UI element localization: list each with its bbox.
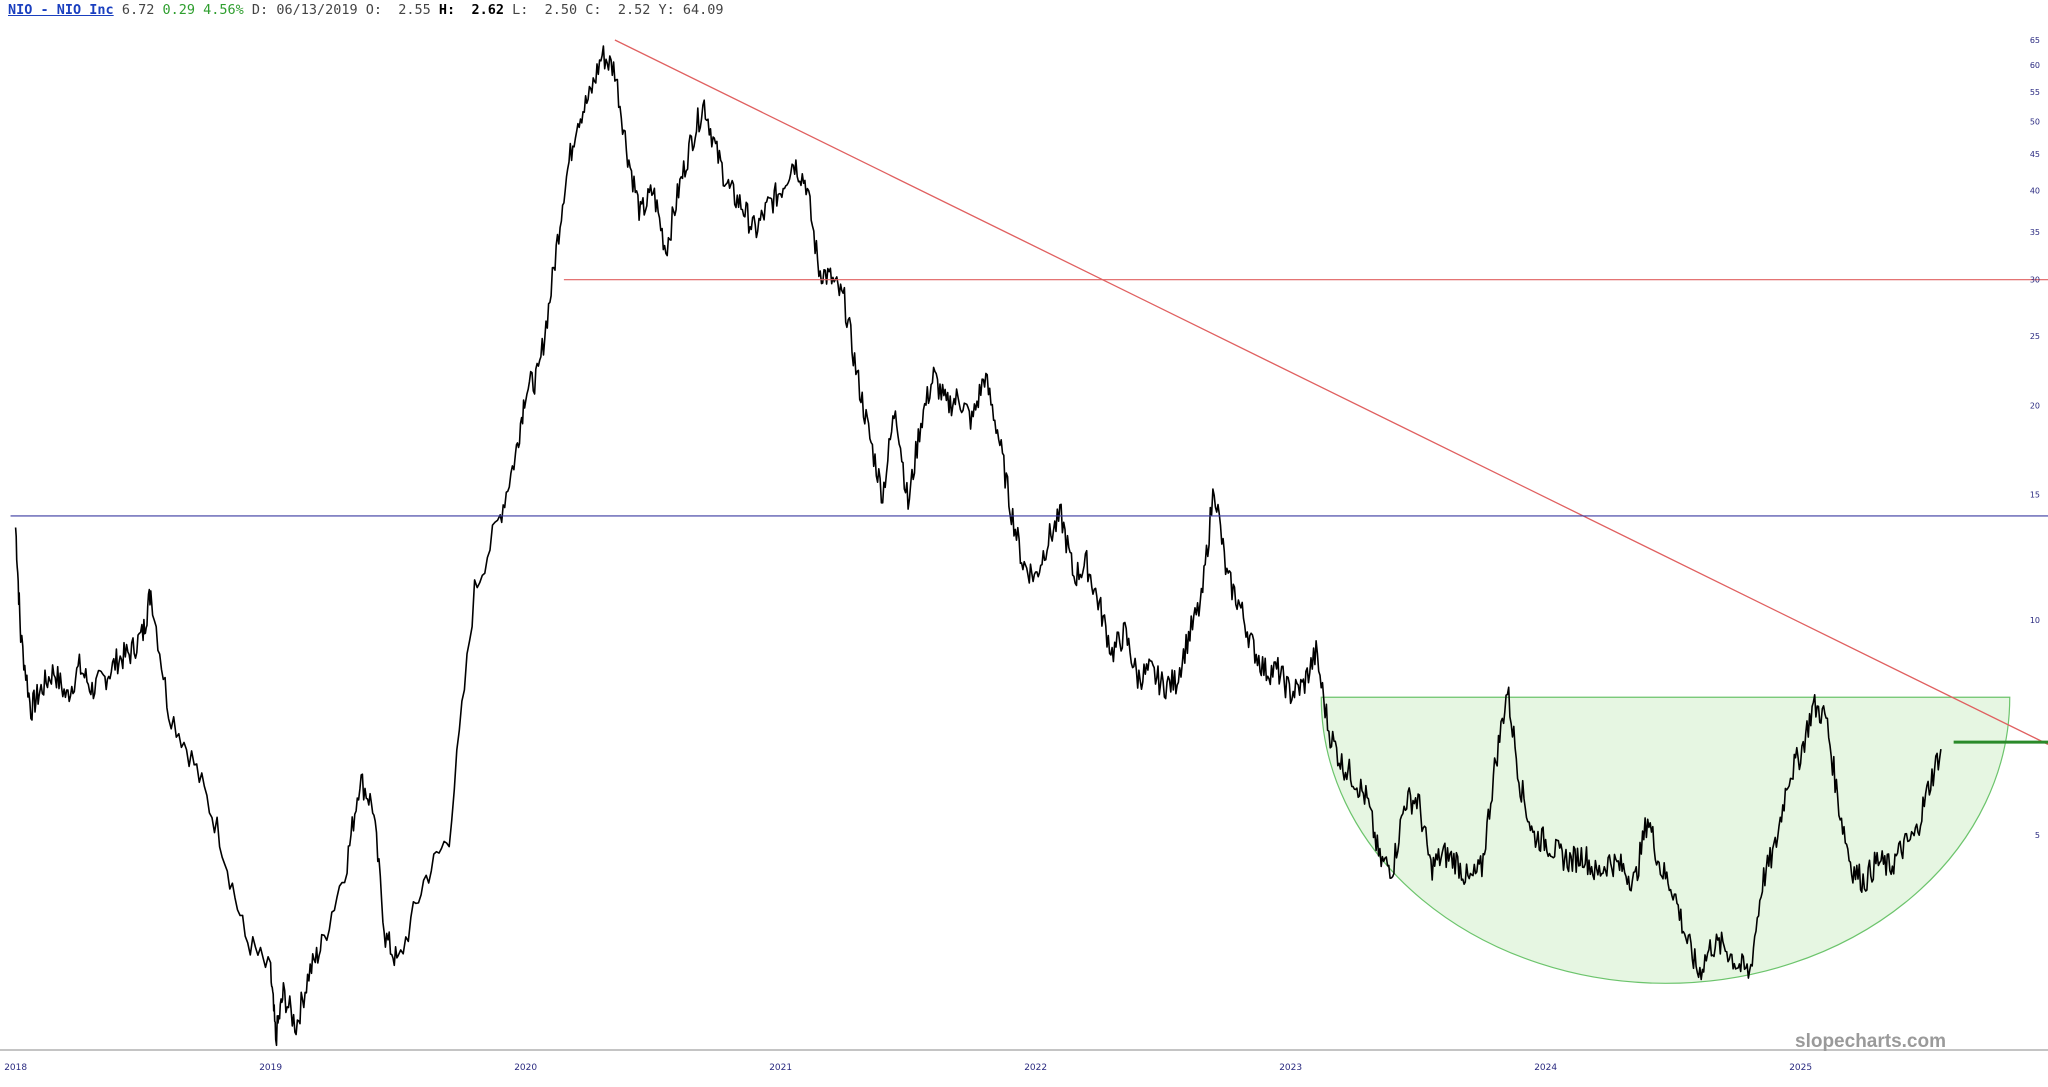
change-value: 0.29 bbox=[162, 2, 195, 18]
y-axis: 5 10 15 20 25 30 35 40 45 50 55 60 65 bbox=[2030, 36, 2040, 840]
symbol-link[interactable]: NIO - NIO Inc bbox=[8, 2, 114, 18]
y-tick-label: 5 bbox=[2035, 831, 2040, 840]
y-label: Y: bbox=[658, 2, 675, 18]
y-tick-label: 20 bbox=[2030, 401, 2040, 410]
price-line bbox=[14, 45, 1942, 1047]
date-label: D: bbox=[251, 2, 269, 18]
quote-header: NIO - NIO Inc 6.72 0.29 4.56% D: 06/13/2… bbox=[8, 2, 724, 18]
y-tick-label: 65 bbox=[2030, 36, 2040, 45]
low-label: L: bbox=[512, 2, 529, 18]
y-tick-label: 15 bbox=[2030, 491, 2040, 500]
last-price: 6.72 bbox=[121, 2, 155, 18]
close-value: 2.52 bbox=[617, 2, 651, 18]
annotations-front bbox=[10, 39, 2048, 745]
y-tick-label: 40 bbox=[2030, 186, 2040, 195]
y-tick-label: 50 bbox=[2030, 117, 2040, 126]
annotations-back bbox=[1320, 696, 2011, 984]
x-tick-label: 2024 bbox=[1534, 1063, 1557, 1073]
x-tick-label: 2021 bbox=[769, 1063, 792, 1073]
x-tick-label: 2023 bbox=[1279, 1063, 1302, 1073]
price-series bbox=[14, 45, 1942, 1047]
y-tick-label: 55 bbox=[2030, 88, 2040, 97]
low-value: 2.50 bbox=[544, 2, 578, 18]
x-tick-label: 2020 bbox=[514, 1063, 537, 1073]
close-label: C: bbox=[585, 2, 602, 18]
cup-pattern-bowl bbox=[1320, 696, 2011, 984]
high-value: 2.62 bbox=[471, 2, 504, 18]
x-tick-label: 2025 bbox=[1789, 1063, 1812, 1073]
y-tick-label: 25 bbox=[2030, 332, 2040, 341]
date-value: 06/13/2019 bbox=[276, 2, 358, 18]
y-tick-label: 35 bbox=[2030, 228, 2040, 237]
y-tick-label: 10 bbox=[2030, 616, 2040, 625]
y-tick-label: 30 bbox=[2030, 276, 2040, 285]
open-value: 2.55 bbox=[398, 2, 431, 18]
resistance-trendline bbox=[614, 39, 2048, 745]
high-label: H: bbox=[438, 2, 456, 18]
y-value: 64.09 bbox=[682, 2, 724, 18]
x-axis: 2018 2019 2020 2021 2022 2023 2024 2025 bbox=[4, 1063, 1812, 1073]
y-tick-label: 45 bbox=[2030, 150, 2040, 159]
change-percent: 4.56% bbox=[203, 2, 244, 18]
x-tick-label: 2018 bbox=[4, 1063, 27, 1073]
watermark: slopecharts.com bbox=[1795, 1031, 1946, 1052]
x-tick-label: 2022 bbox=[1024, 1063, 1047, 1073]
open-label: O: bbox=[365, 2, 382, 18]
y-tick-label: 60 bbox=[2030, 61, 2040, 70]
x-tick-label: 2019 bbox=[259, 1063, 282, 1073]
